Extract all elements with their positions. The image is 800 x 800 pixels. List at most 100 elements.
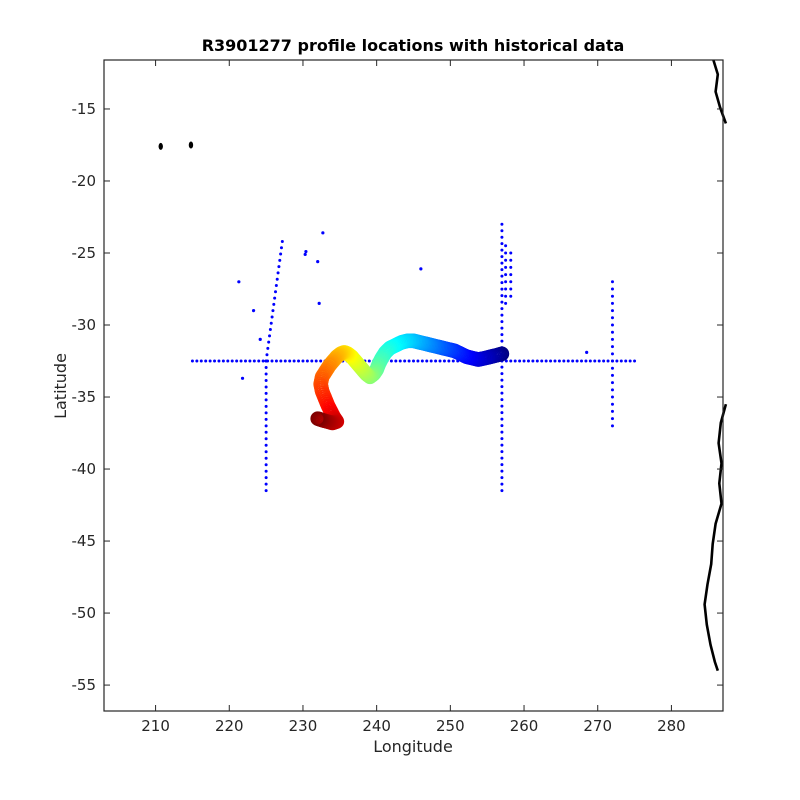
historical-profile-point	[264, 372, 268, 376]
historical-profile-point	[264, 398, 268, 402]
historical-profile-point	[628, 359, 632, 363]
historical-profile-point	[504, 244, 508, 248]
historical-profile-point	[610, 402, 614, 406]
historical-profile-point	[504, 251, 508, 255]
chart-title: R3901277 profile locations with historic…	[202, 36, 625, 55]
historical-profile-point	[500, 450, 504, 454]
historical-profile-point	[264, 378, 268, 382]
y-tick-label: -35	[72, 388, 97, 406]
historical-profile-point	[243, 359, 247, 363]
historical-profile-point	[553, 359, 557, 363]
historical-profile-point	[264, 437, 268, 441]
x-tick-label: 280	[657, 717, 686, 735]
y-axis-label: Latitude	[51, 353, 70, 419]
historical-profile-point	[602, 359, 606, 363]
historical-profile-point	[274, 284, 278, 288]
historical-profile-point	[264, 456, 268, 460]
historical-profile-point	[264, 450, 268, 454]
historical-profile-point	[610, 352, 614, 356]
historical-profile-point	[500, 313, 504, 317]
historical-profile-point	[367, 359, 371, 363]
historical-profile-point	[504, 265, 508, 269]
historical-profile-point	[500, 398, 504, 402]
y-tick-label: -15	[72, 100, 97, 118]
historical-profile-point	[268, 328, 272, 332]
historical-profile-point	[251, 309, 256, 313]
historical-profile-point	[597, 359, 601, 363]
historical-profile-point	[633, 359, 637, 363]
historical-profile-point	[610, 395, 614, 399]
historical-profile-point	[434, 359, 438, 363]
historical-profile-point	[504, 258, 508, 262]
historical-profile-point	[303, 252, 307, 257]
historical-profile-point	[504, 359, 508, 363]
island	[188, 141, 194, 149]
historical-profile-point	[500, 274, 504, 278]
historical-profile-point	[610, 330, 614, 334]
historical-profile-point	[264, 385, 268, 389]
historical-profile-point	[544, 359, 548, 363]
historical-profile-point	[208, 359, 212, 363]
historical-profile-point	[504, 273, 508, 277]
historical-profile-point	[283, 359, 287, 363]
historical-profile-point	[264, 443, 268, 447]
historical-profile-point	[240, 376, 245, 380]
historical-profile-point	[277, 265, 281, 269]
y-tick-label: -45	[72, 532, 97, 550]
historical-profile-point	[500, 476, 504, 480]
historical-profile-point	[500, 430, 504, 434]
x-tick-label: 240	[362, 717, 391, 735]
historical-profile-point	[257, 359, 261, 363]
historical-profile-point	[615, 359, 619, 363]
x-tick-label: 230	[289, 717, 318, 735]
x-tick-label: 260	[510, 717, 539, 735]
historical-profile-point	[500, 261, 504, 265]
historical-profile-point	[593, 359, 597, 363]
historical-profile-point	[297, 359, 301, 363]
historical-profile-point	[500, 411, 504, 415]
historical-profile-point	[522, 359, 526, 363]
y-tick-label: -50	[72, 604, 97, 622]
historical-profile-point	[509, 294, 513, 298]
historical-profile-point	[199, 359, 203, 363]
historical-profile-point	[269, 321, 273, 325]
historical-profile-point	[526, 359, 530, 363]
historical-profile-point	[265, 353, 269, 357]
historical-profile-point	[610, 345, 614, 349]
historical-profile-point	[500, 268, 504, 272]
historical-profile-point	[566, 359, 570, 363]
historical-profile-point	[314, 359, 318, 363]
axes-frame	[104, 60, 723, 711]
historical-profile-point	[500, 378, 504, 382]
historical-profile-point	[610, 359, 614, 363]
historical-profile-point	[500, 456, 504, 460]
historical-profile-point	[217, 359, 221, 363]
historical-profile-point	[500, 235, 504, 239]
historical-profile-point	[389, 359, 393, 363]
historical-profile-point	[610, 424, 614, 428]
historical-profile-point	[407, 359, 411, 363]
historical-profile-point	[562, 359, 566, 363]
historical-profile-point	[394, 359, 398, 363]
historical-profile-point	[273, 296, 277, 300]
historical-profile-point	[500, 300, 504, 304]
historical-profile-point	[416, 359, 420, 363]
historical-profile-point	[504, 301, 508, 305]
x-axis-label: Longitude	[373, 737, 453, 756]
historical-profile-point	[610, 323, 614, 327]
historical-profile-point	[549, 359, 553, 363]
historical-profile-point	[571, 359, 575, 363]
historical-profile-point	[610, 287, 614, 291]
historical-profile-point	[316, 260, 320, 264]
historical-profile-point	[412, 359, 415, 363]
historical-profile-point	[274, 290, 278, 294]
historical-profile-point	[588, 359, 592, 363]
historical-profile-point	[540, 359, 544, 363]
historical-profile-point	[271, 309, 275, 313]
historical-profile-point	[610, 417, 614, 421]
y-tick-label: -40	[72, 460, 97, 478]
historical-profile-point	[235, 359, 239, 363]
y-tick-label: -55	[72, 676, 97, 694]
historical-profile-point	[500, 326, 504, 330]
